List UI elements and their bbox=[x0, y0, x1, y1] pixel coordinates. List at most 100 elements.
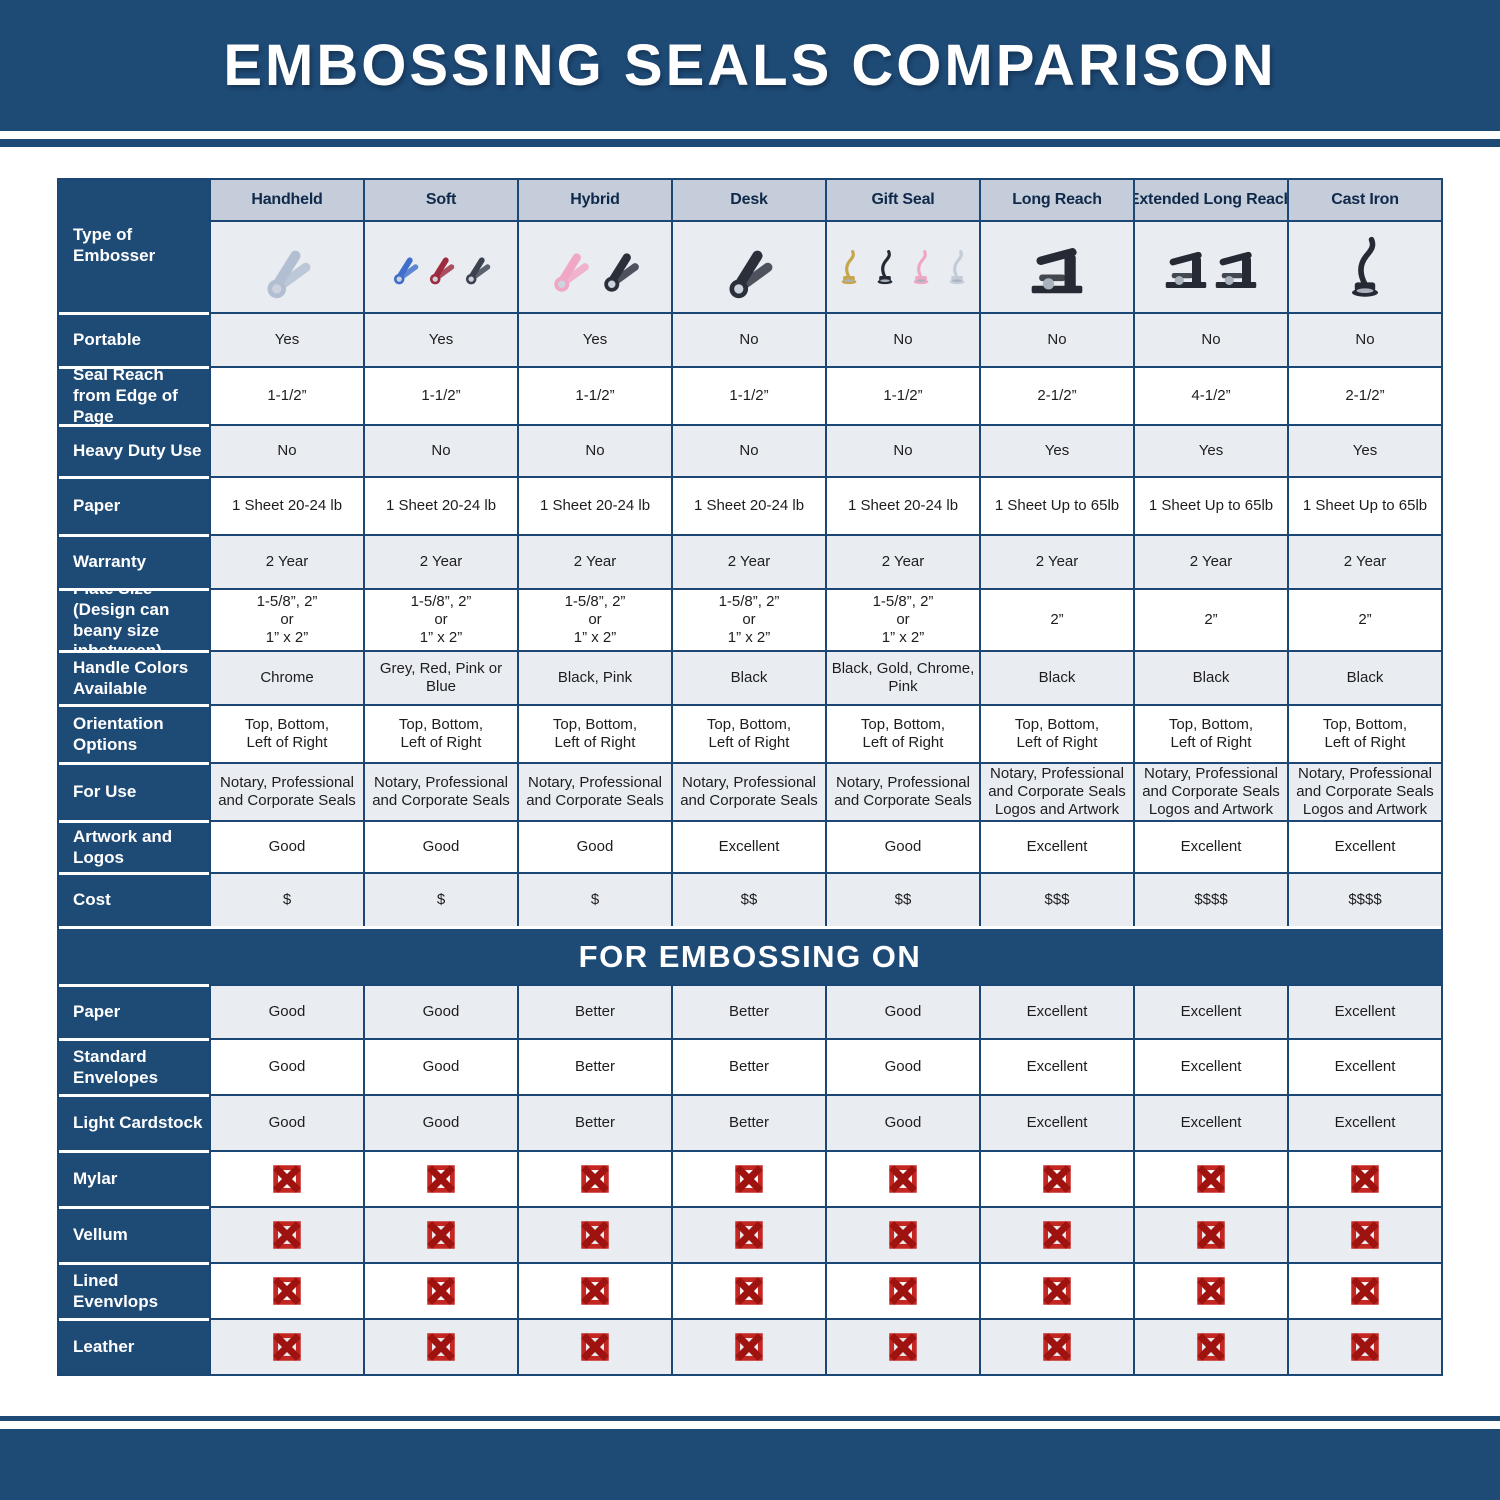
cell-cost-cast-iron: $$$$ bbox=[1287, 872, 1441, 926]
cell-paper-handheld: Good bbox=[209, 984, 363, 1038]
cell-standard-envelopes-hybrid: Better bbox=[517, 1038, 671, 1094]
red-x-icon bbox=[1351, 1165, 1379, 1193]
product-image-soft bbox=[363, 220, 517, 312]
red-x-icon bbox=[273, 1333, 301, 1361]
cell-portable-gift-seal: No bbox=[825, 312, 979, 366]
cell-heavy-duty-use-handheld: No bbox=[209, 424, 363, 476]
cell-vellum-cast-iron bbox=[1287, 1206, 1441, 1262]
red-x-icon bbox=[735, 1165, 763, 1193]
cell-standard-envelopes-soft: Good bbox=[363, 1038, 517, 1094]
cell-handle-colors-available-extended-long-reach: Black bbox=[1133, 650, 1287, 704]
cell-plate-size-design-can-beany-size-inbetween-long-reach: 2” bbox=[979, 588, 1133, 650]
cell-mylar-extended-long-reach bbox=[1133, 1150, 1287, 1206]
upright-embosser-icon bbox=[1352, 236, 1378, 297]
section-title-for-embossing-on: FOR EMBOSSING ON bbox=[59, 926, 1441, 984]
cell-orientation-options-long-reach: Top, Bottom, Left of Right bbox=[979, 704, 1133, 762]
cell-paper-desk: Better bbox=[671, 984, 825, 1038]
cell-plate-size-design-can-beany-size-inbetween-handheld: 1-5/8”, 2” or 1” x 2” bbox=[209, 588, 363, 650]
cell-light-cardstock-handheld: Good bbox=[209, 1094, 363, 1150]
red-x-icon bbox=[889, 1165, 917, 1193]
red-x-icon bbox=[581, 1333, 609, 1361]
cell-vellum-soft bbox=[363, 1206, 517, 1262]
cell-vellum-extended-long-reach bbox=[1133, 1206, 1287, 1262]
cell-orientation-options-desk: Top, Bottom, Left of Right bbox=[671, 704, 825, 762]
red-x-icon bbox=[735, 1333, 763, 1361]
cell-plate-size-design-can-beany-size-inbetween-hybrid: 1-5/8”, 2” or 1” x 2” bbox=[517, 588, 671, 650]
product-image-gift-seal bbox=[825, 220, 979, 312]
cell-heavy-duty-use-hybrid: No bbox=[517, 424, 671, 476]
cell-vellum-gift-seal bbox=[825, 1206, 979, 1262]
cell-seal-reach-from-edge-of-page-extended-long-reach: 4-1/2” bbox=[1133, 366, 1287, 424]
cell-heavy-duty-use-desk: No bbox=[671, 424, 825, 476]
cell-plate-size-design-can-beany-size-inbetween-soft: 1-5/8”, 2” or 1” x 2” bbox=[363, 588, 517, 650]
cell-paper-extended-long-reach: Excellent bbox=[1133, 984, 1287, 1038]
cell-cost-gift-seal: $$ bbox=[825, 872, 979, 926]
row-label-lined-evenvlops: Lined Evenvlops bbox=[59, 1262, 209, 1318]
cell-lined-evenvlops-hybrid bbox=[517, 1262, 671, 1318]
cell-handle-colors-available-soft: Grey, Red, Pink or Blue bbox=[363, 650, 517, 704]
cell-heavy-duty-use-gift-seal: No bbox=[825, 424, 979, 476]
cell-cost-soft: $ bbox=[363, 872, 517, 926]
cell-portable-handheld: Yes bbox=[209, 312, 363, 366]
upright-embosser-icon bbox=[913, 249, 929, 284]
cell-leather-cast-iron bbox=[1287, 1318, 1441, 1374]
red-x-icon bbox=[1197, 1165, 1225, 1193]
cell-mylar-desk bbox=[671, 1150, 825, 1206]
cell-paper-soft: Good bbox=[363, 984, 517, 1038]
cell-for-use-handheld: Notary, Professional and Corporate Seals bbox=[209, 762, 363, 820]
cell-standard-envelopes-extended-long-reach: Excellent bbox=[1133, 1038, 1287, 1094]
cell-portable-soft: Yes bbox=[363, 312, 517, 366]
product-image-cast-iron bbox=[1287, 220, 1441, 312]
cell-for-use-long-reach: Notary, Professional and Corporate Seals… bbox=[979, 762, 1133, 820]
cell-orientation-options-soft: Top, Bottom, Left of Right bbox=[363, 704, 517, 762]
upright-embosser-icon bbox=[841, 249, 857, 284]
hand-embosser-icon bbox=[267, 250, 311, 298]
product-image-extended-long-reach bbox=[1133, 220, 1287, 312]
red-x-icon bbox=[1197, 1333, 1225, 1361]
cell-portable-hybrid: Yes bbox=[517, 312, 671, 366]
row-label-leather: Leather bbox=[59, 1318, 209, 1374]
cell-cost-hybrid: $ bbox=[517, 872, 671, 926]
red-x-icon bbox=[1043, 1221, 1071, 1249]
column-header-gift-seal: Gift Seal bbox=[825, 180, 979, 220]
column-header-handheld: Handheld bbox=[209, 180, 363, 220]
cell-handle-colors-available-cast-iron: Black bbox=[1287, 650, 1441, 704]
cell-paper-cast-iron: Excellent bbox=[1287, 984, 1441, 1038]
cell-paper-extended-long-reach: 1 Sheet Up to 65lb bbox=[1133, 476, 1287, 534]
cell-paper-long-reach: Excellent bbox=[979, 984, 1133, 1038]
row-label-type-of-embosser: Type of Embosser bbox=[59, 180, 209, 312]
cell-warranty-extended-long-reach: 2 Year bbox=[1133, 534, 1287, 588]
cell-orientation-options-hybrid: Top, Bottom, Left of Right bbox=[517, 704, 671, 762]
red-x-icon bbox=[1197, 1221, 1225, 1249]
cell-light-cardstock-extended-long-reach: Excellent bbox=[1133, 1094, 1287, 1150]
cell-seal-reach-from-edge-of-page-long-reach: 2-1/2” bbox=[979, 366, 1133, 424]
cell-heavy-duty-use-cast-iron: Yes bbox=[1287, 424, 1441, 476]
cell-paper-soft: 1 Sheet 20-24 lb bbox=[363, 476, 517, 534]
banner-gap bbox=[0, 131, 1500, 139]
cell-artwork-and-logos-cast-iron: Excellent bbox=[1287, 820, 1441, 872]
row-label-plate-size-design-can-beany-size-inbetween: Plate Size (Design can beany size inbetw… bbox=[59, 588, 209, 650]
row-label-for-use: For Use bbox=[59, 762, 209, 820]
cell-light-cardstock-long-reach: Excellent bbox=[979, 1094, 1133, 1150]
red-x-icon bbox=[735, 1221, 763, 1249]
cell-cost-long-reach: $$$ bbox=[979, 872, 1133, 926]
red-x-icon bbox=[273, 1221, 301, 1249]
column-header-desk: Desk bbox=[671, 180, 825, 220]
red-x-icon bbox=[581, 1165, 609, 1193]
cell-standard-envelopes-handheld: Good bbox=[209, 1038, 363, 1094]
row-label-paper: Paper bbox=[59, 984, 209, 1038]
cell-seal-reach-from-edge-of-page-handheld: 1-1/2” bbox=[209, 366, 363, 424]
cell-lined-evenvlops-handheld bbox=[209, 1262, 363, 1318]
hand-embosser-icon bbox=[465, 257, 491, 285]
cell-leather-soft bbox=[363, 1318, 517, 1374]
cell-cost-desk: $$ bbox=[671, 872, 825, 926]
column-header-hybrid: Hybrid bbox=[517, 180, 671, 220]
upright-embosser-icon bbox=[877, 249, 893, 284]
desk-embosser-icon bbox=[1165, 251, 1207, 288]
hand-embosser-icon bbox=[604, 253, 639, 292]
cell-vellum-handheld bbox=[209, 1206, 363, 1262]
cell-leather-gift-seal bbox=[825, 1318, 979, 1374]
product-image-desk bbox=[671, 220, 825, 312]
cell-for-use-extended-long-reach: Notary, Professional and Corporate Seals… bbox=[1133, 762, 1287, 820]
cell-seal-reach-from-edge-of-page-soft: 1-1/2” bbox=[363, 366, 517, 424]
